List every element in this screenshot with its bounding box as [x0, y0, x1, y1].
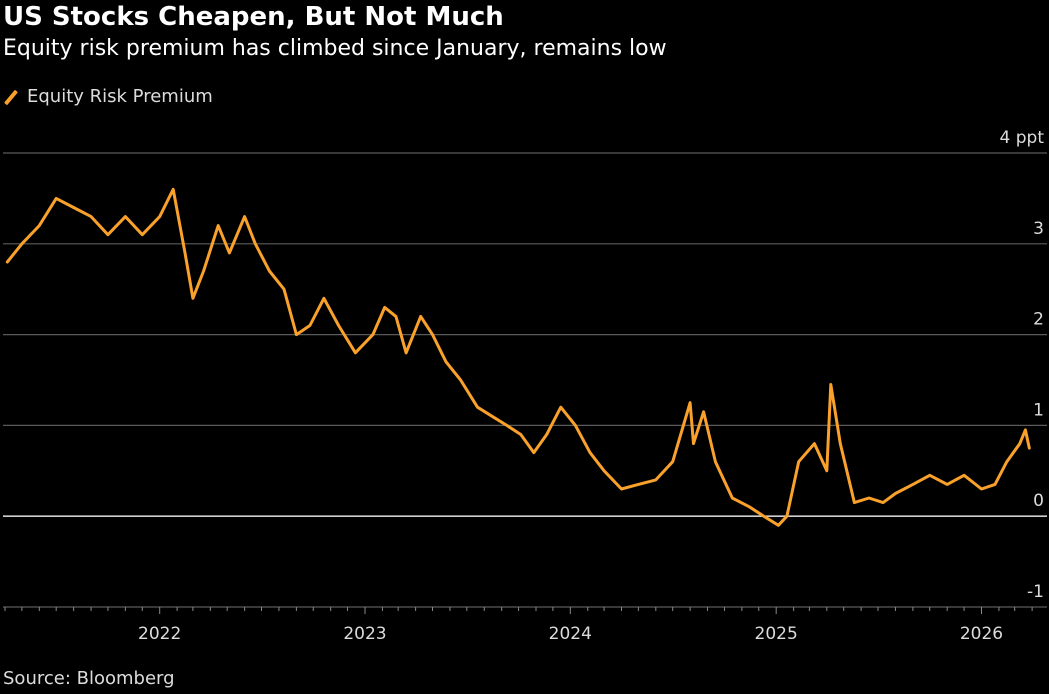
- y-tick-label: 2: [1033, 310, 1044, 330]
- chart-subtitle: Equity risk premium has climbed since Ja…: [3, 36, 667, 61]
- x-tick-label: 2024: [549, 624, 592, 644]
- source-note: Source: Bloomberg: [3, 668, 175, 689]
- y-tick-label: 1: [1033, 400, 1044, 420]
- chart-title: US Stocks Cheapen, But Not Much: [3, 2, 504, 32]
- legend: Equity Risk Premium: [3, 84, 213, 110]
- y-tick-labels: -1 0 1 2 3 4 ppt: [1000, 128, 1045, 602]
- x-axis: 2022 2023 2024 2025 2026: [3, 606, 1047, 644]
- x-tick-label: 2022: [138, 624, 181, 644]
- grid-lines: [3, 152, 1047, 518]
- x-tick-label: 2023: [343, 624, 386, 644]
- y-tick-label: 3: [1033, 219, 1044, 239]
- y-tick-label: 4 ppt: [1000, 128, 1045, 148]
- y-tick-label: -1: [1027, 582, 1044, 602]
- x-tick-label: 2025: [755, 624, 798, 644]
- legend-label: Equity Risk Premium: [27, 86, 213, 107]
- series-line-equity-risk-premium: [5, 187, 1031, 527]
- y-tick-label: 0: [1033, 491, 1044, 511]
- x-tick-label: 2026: [960, 624, 1003, 644]
- series-layer: [5, 187, 1031, 527]
